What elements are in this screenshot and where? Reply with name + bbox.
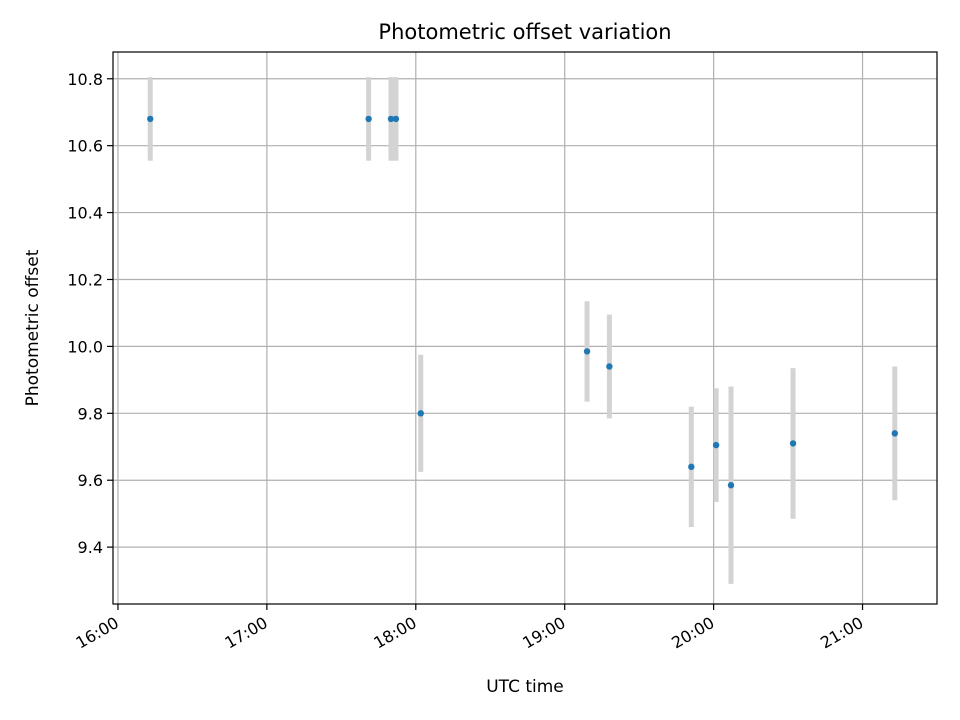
x-tick-label: 16:00 [73,613,122,653]
x-tick-label: 17:00 [221,613,270,653]
y-tick-label: 10.6 [67,137,103,156]
data-point [365,115,372,123]
data-point [606,363,613,370]
data-point [688,463,695,471]
data-point [147,115,154,123]
data-point [387,115,395,123]
data-points [147,115,899,489]
data-point [712,441,720,449]
data-point [417,410,424,417]
data-point [583,348,591,355]
x-axis-label: UTC time [486,677,564,697]
x-axis-ticks: 16:00 17:00 18:00 19:00 20:00 21:00 [73,604,867,653]
x-tick-label: 21:00 [817,613,866,653]
data-point [727,482,735,489]
data-point [891,430,899,437]
y-tick-label: 10.4 [67,204,103,223]
x-tick-label: 19:00 [519,613,568,653]
y-tick-label: 10.0 [67,337,103,356]
data-point [789,440,797,447]
y-tick-label: 10.8 [67,70,103,89]
error-bars [147,77,898,584]
x-tick-label: 18:00 [370,613,419,653]
x-tick-label: 20:00 [668,613,717,653]
plot-frame [112,51,938,605]
y-tick-label: 9.6 [78,471,103,490]
data-point [392,115,400,123]
y-tick-label: 9.8 [78,404,103,423]
y-axis-label: Photometric offset [23,249,43,406]
y-axis-ticks: 9.4 9.6 9.8 10.0 10.2 10.4 10.6 10.8 [67,70,113,557]
grid [113,52,937,604]
y-tick-label: 9.4 [78,538,103,557]
y-tick-label: 10.2 [67,270,103,289]
chart-title: Photometric offset variation [378,20,671,44]
